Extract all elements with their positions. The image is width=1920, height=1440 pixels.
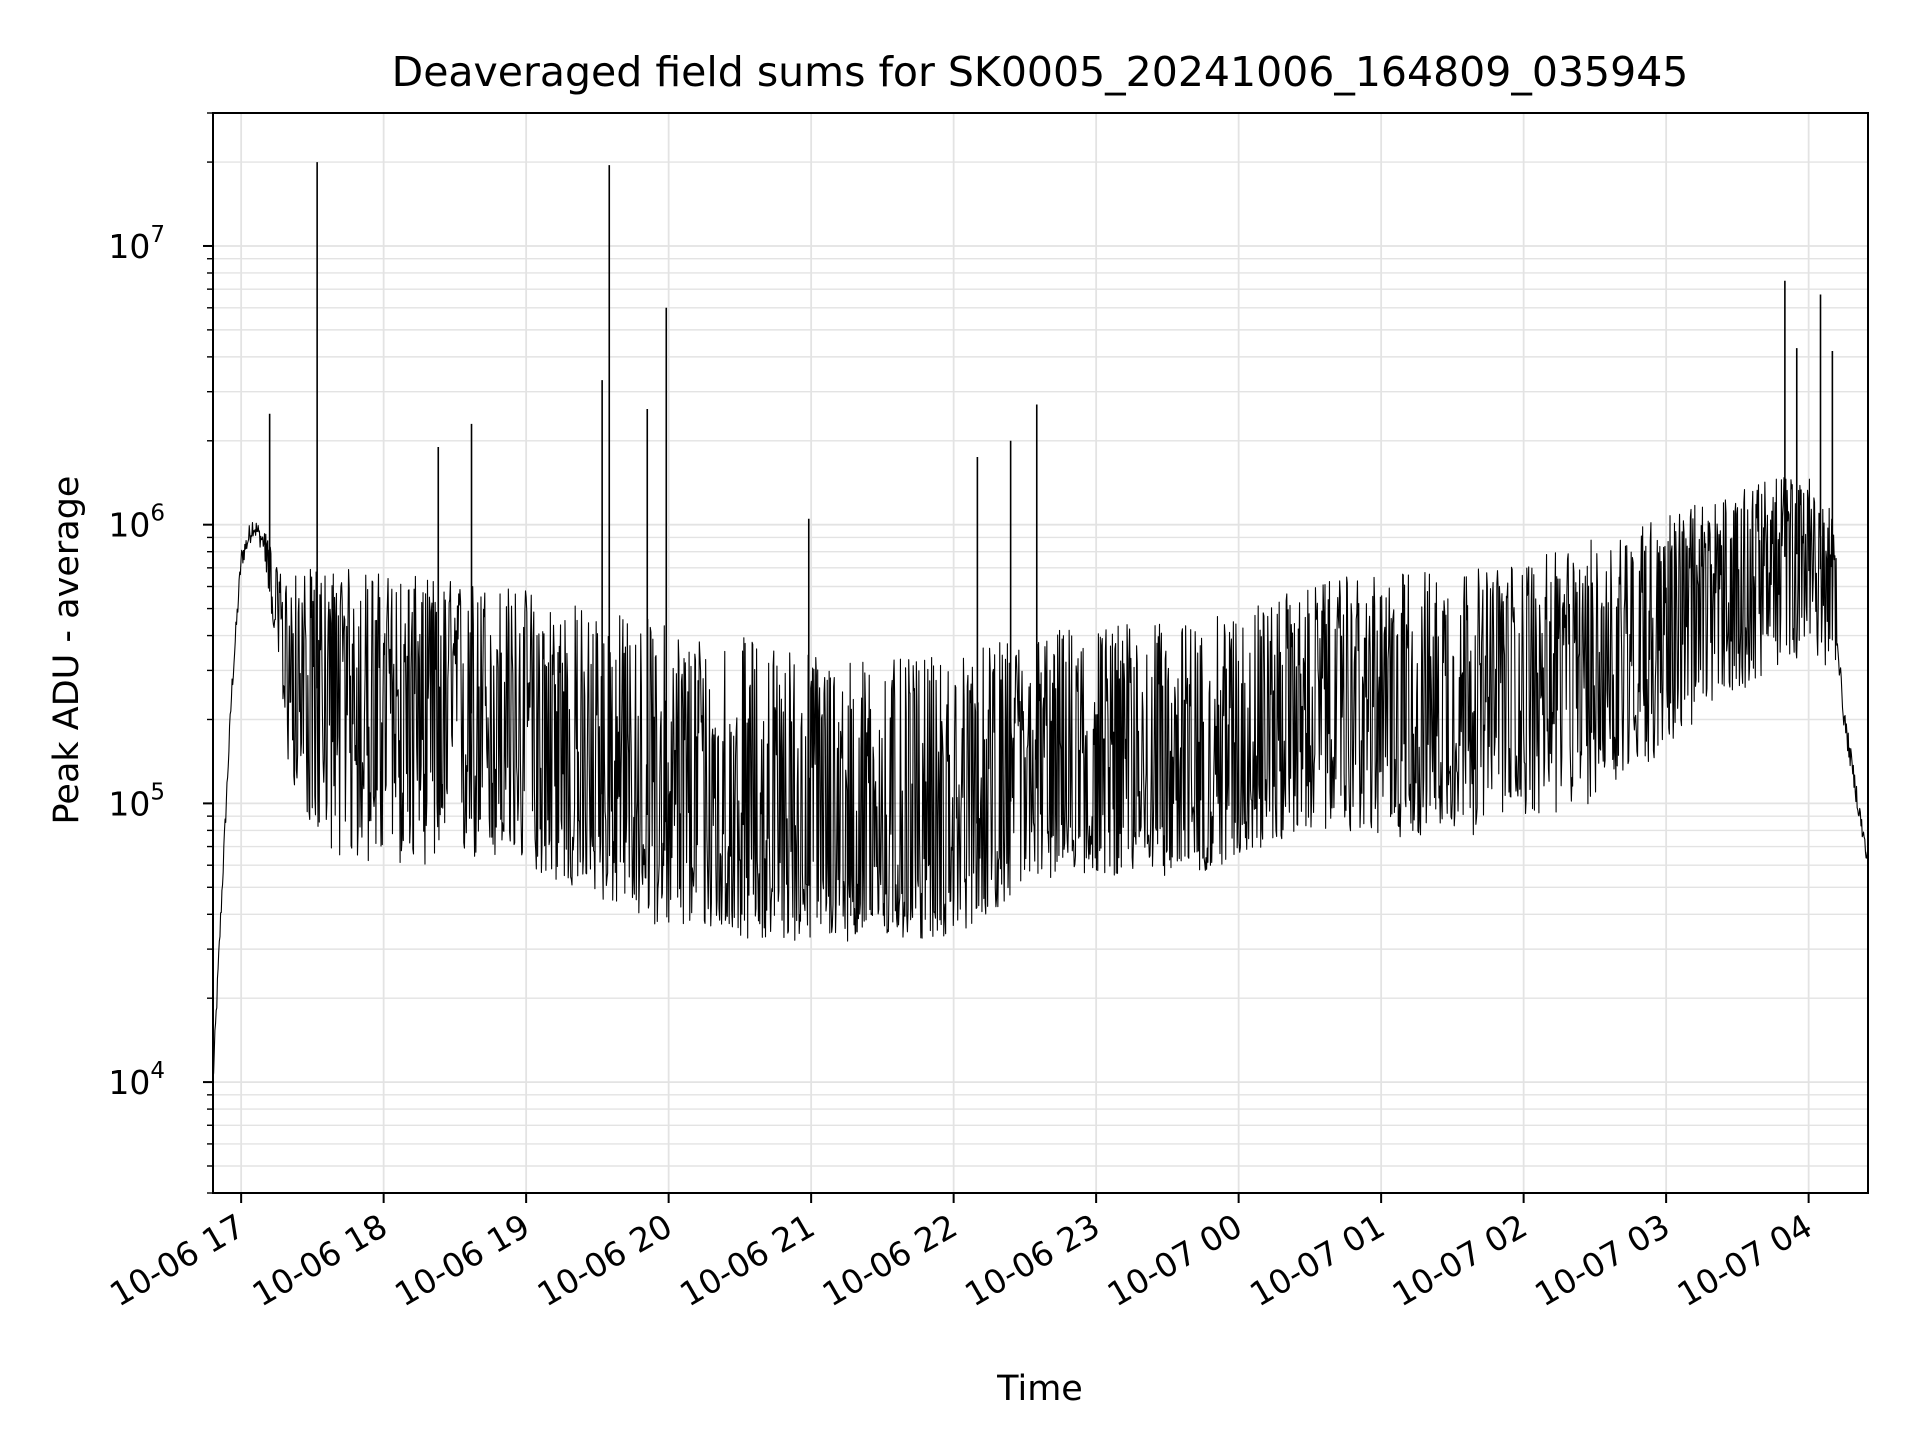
x-axis-label: Time [996, 1369, 1083, 1409]
series-line [212, 477, 1869, 1079]
y-axis-label: Peak ADU - average [47, 476, 87, 825]
y-tick-label: 106 [108, 501, 165, 545]
y-tick-label: 107 [108, 222, 165, 266]
y-tick-label: 105 [108, 779, 165, 823]
chart-title: Deaveraged field sums for SK0005_2024100… [392, 48, 1689, 96]
y-tick-label: 104 [108, 1058, 165, 1102]
plot-frame [212, 112, 1869, 1194]
data-layer [212, 162, 1869, 1079]
